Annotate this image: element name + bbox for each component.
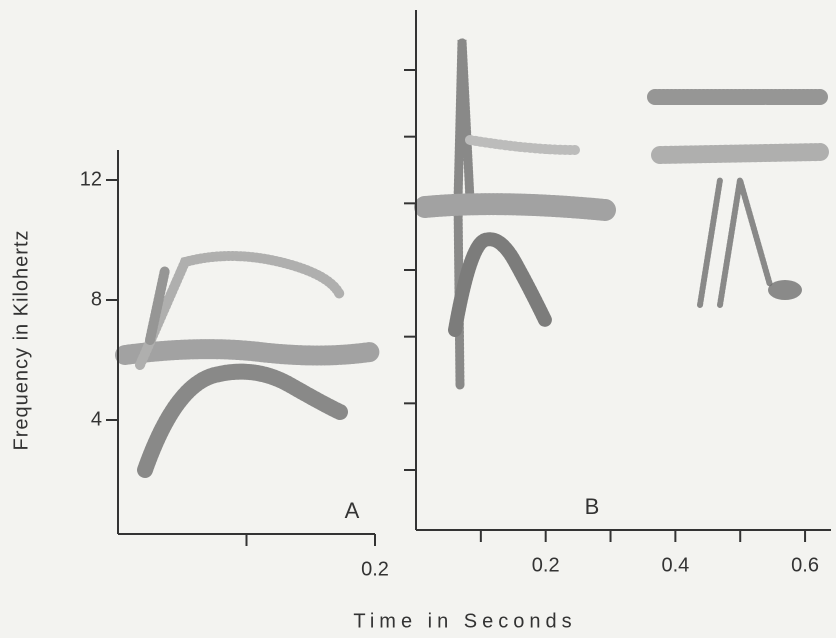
spectrogram-traces-c: [647, 89, 829, 308]
spectrogram-traces-b: [414, 39, 616, 390]
y-axis-title: Frequency in Kilohertz: [10, 230, 32, 451]
y-tick-label: 4: [91, 408, 102, 430]
x-tick-label: 0.4: [661, 554, 689, 576]
x-tick-label: 0.2: [532, 554, 560, 576]
y-tick-label: 8: [91, 288, 102, 310]
panel-label: B: [585, 494, 600, 519]
panel-label: A: [345, 498, 360, 523]
x-tick-label: 0.6: [791, 554, 819, 576]
spectrogram-traces-a: [115, 251, 380, 478]
x-tick-label: 0.2: [361, 558, 389, 580]
y-tick-label: 12: [80, 168, 102, 190]
x-axis-title: Time in Seconds: [353, 610, 576, 632]
